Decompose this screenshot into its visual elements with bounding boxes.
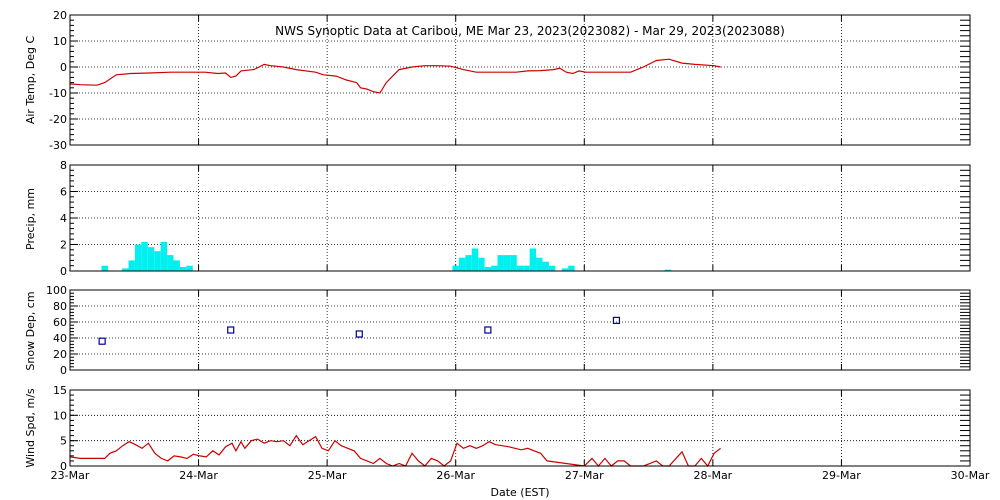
precip-bar <box>179 267 187 271</box>
x-tick-label: 29-Mar <box>822 469 861 482</box>
precip-bar <box>167 255 174 271</box>
y-tick-label: 60 <box>53 316 67 329</box>
y-tick-label: 2 <box>60 239 67 252</box>
precip-bar <box>471 248 479 271</box>
y-tick-label: 15 <box>53 384 67 397</box>
x-tick-label: 24-Mar <box>179 469 218 482</box>
precip-bar <box>458 257 466 271</box>
panel-air-temp: Air Temp, Deg C -30 -20 -10 0 10 20 <box>24 9 971 152</box>
x-tick-label: 23-Mar <box>51 469 90 482</box>
snow-depth-point <box>612 316 621 324</box>
precip-bar <box>491 265 498 271</box>
y-tick-label: 4 <box>60 212 67 225</box>
precip-bar <box>503 255 511 271</box>
panel-frame <box>69 14 971 146</box>
precip-bar <box>186 265 193 271</box>
y-tick-label: 10 <box>53 409 67 422</box>
y-tick-label: 40 <box>53 332 67 345</box>
precip-bar <box>160 241 168 271</box>
precip-bar <box>452 265 459 271</box>
y-tick-label: 80 <box>53 300 67 313</box>
precip-bar <box>147 247 155 271</box>
precip-bar <box>134 244 142 271</box>
y-tick-label: 0 <box>60 265 67 278</box>
precip-bar <box>664 269 672 271</box>
precip-bar <box>561 268 569 271</box>
panel-snow-depth: Snow Dep, cm 0 20 40 60 80 100 <box>24 284 971 377</box>
y-tick-label: 0 <box>60 460 67 473</box>
y-tick-label: 20 <box>53 9 67 22</box>
y-tick-label: 100 <box>46 284 67 297</box>
y-tick-label: 0 <box>60 61 67 74</box>
precip-bar <box>101 265 108 271</box>
snow-depth-point <box>227 326 235 334</box>
precip-bar <box>173 260 180 271</box>
precip-bar <box>128 260 135 271</box>
panel-wind-speed: Wind Spd, m/s 0 5 10 15 <box>24 384 971 473</box>
panel-frame <box>69 289 971 371</box>
precip-bar <box>122 268 129 271</box>
precip-bar <box>523 265 530 271</box>
x-tick-label: 30-Mar <box>951 469 990 482</box>
y-tick-label: -20 <box>49 113 67 126</box>
precip-bar <box>141 241 148 271</box>
panel-frame <box>69 389 971 467</box>
x-tick-label: 28-Mar <box>693 469 732 482</box>
precip-bar <box>465 255 472 271</box>
series-line <box>69 434 721 468</box>
ylabel-air-temp: Air Temp, Deg C <box>24 36 37 125</box>
precip-bar <box>497 255 504 271</box>
precip-bar <box>542 261 549 271</box>
y-tick-label: -10 <box>49 87 67 100</box>
x-tick-label: 27-Mar <box>565 469 604 482</box>
panel-frame <box>69 164 971 272</box>
panel-precip: Precip, mm 0 2 4 6 8 <box>24 159 971 278</box>
y-tick-label: 10 <box>53 35 67 48</box>
snow-depth-point <box>98 337 106 345</box>
precip-bar <box>478 257 485 271</box>
ylabel-wind-speed: Wind Spd, m/s <box>24 388 37 468</box>
x-axis-label: Date (EST) <box>490 486 549 499</box>
y-tick-label: 0 <box>60 364 67 377</box>
precip-bar <box>529 248 537 271</box>
ylabel-snow-depth: Snow Dep, cm <box>24 291 37 370</box>
precip-bar <box>536 257 543 271</box>
ylabel-precip: Precip, mm <box>24 188 37 250</box>
y-tick-label: 8 <box>60 159 67 172</box>
series-line <box>69 58 721 94</box>
precip-bar <box>484 267 492 271</box>
y-tick-label: 5 <box>60 435 67 448</box>
y-tick-label: 20 <box>53 348 67 361</box>
x-tick-label: 26-Mar <box>436 469 475 482</box>
chart-title: NWS Synoptic Data at Caribou, ME Mar 23,… <box>275 24 785 38</box>
precip-bar <box>154 251 161 271</box>
precip-bar <box>510 255 517 271</box>
precip-bar <box>516 265 524 271</box>
snow-depth-point <box>484 326 492 334</box>
y-tick-label: -30 <box>49 139 67 152</box>
precip-bar <box>548 265 556 271</box>
precip-bar <box>568 265 575 271</box>
x-tick-label: 25-Mar <box>308 469 347 482</box>
y-tick-label: 6 <box>60 186 67 199</box>
snow-depth-point <box>355 330 363 338</box>
